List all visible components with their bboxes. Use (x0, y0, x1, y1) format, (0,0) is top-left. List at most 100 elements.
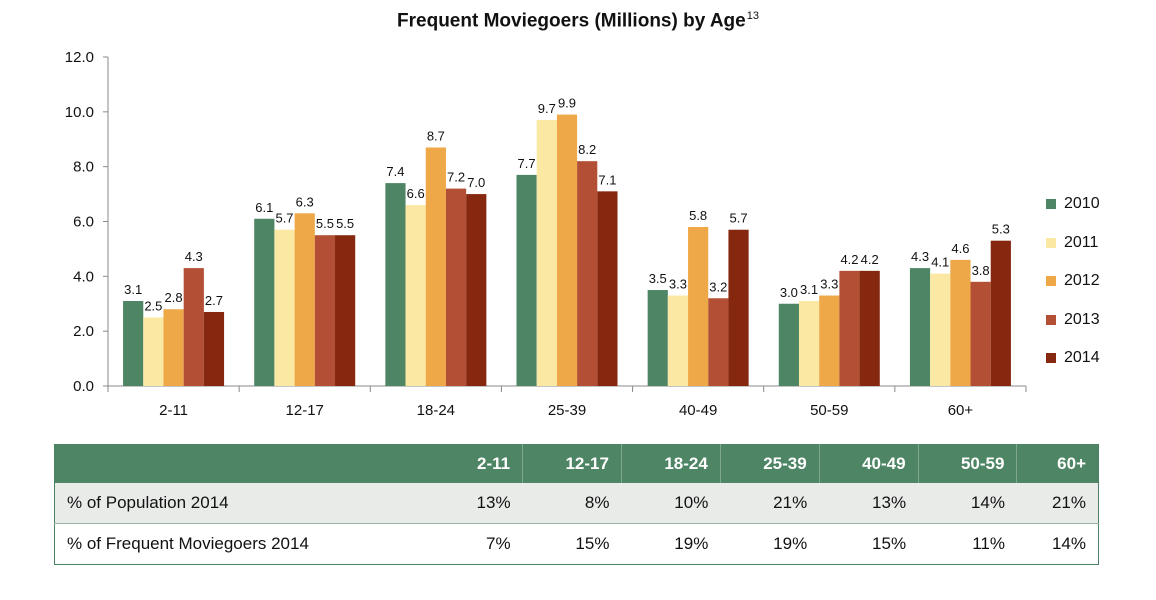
data-label: 3.5 (649, 271, 667, 286)
bar (778, 303, 799, 386)
legend-swatch (1046, 314, 1056, 325)
data-label: 4.1 (931, 255, 949, 270)
legend-item: 2011 (1046, 224, 1100, 263)
bar (597, 191, 618, 386)
data-label: 2.5 (144, 298, 162, 313)
data-label: 3.3 (820, 277, 838, 292)
y-tick-label: 2.0 (73, 323, 94, 340)
data-label: 5.5 (316, 216, 334, 231)
bar (203, 311, 225, 386)
bar (667, 295, 689, 386)
table-header-row: 2-11 12-17 18-24 25-39 40-49 50-59 60+ (54, 444, 1099, 483)
table-row-label: % of Frequent Moviegoers 2014 (54, 523, 442, 565)
bar (405, 205, 426, 386)
title-footnote: 13 (746, 10, 759, 22)
legend-label: 2012 (1064, 272, 1100, 290)
data-label: 5.7 (275, 211, 293, 226)
bar (708, 298, 729, 386)
bar (314, 235, 336, 386)
table-header-cell: 25-39 (720, 444, 820, 483)
x-tick-label: 40-49 (679, 402, 717, 419)
data-label: 4.3 (911, 249, 929, 264)
legend-item: 2013 (1046, 301, 1100, 340)
y-tick-label: 10.0 (65, 104, 94, 121)
table-cell: 15% (522, 523, 622, 565)
table-cell: 19% (720, 523, 820, 565)
table-row-label: % of Population 2014 (54, 483, 442, 524)
data-label: 7.2 (447, 170, 465, 185)
bar (970, 281, 991, 386)
data-label: 5.5 (336, 216, 354, 231)
bar (385, 183, 406, 386)
data-label: 2.8 (165, 290, 183, 305)
data-label: 9.7 (538, 101, 556, 116)
bar (577, 161, 598, 386)
legend-swatch (1046, 237, 1056, 248)
legend-item: 2012 (1046, 262, 1100, 301)
bar (930, 273, 951, 386)
table-cell: 15% (819, 523, 919, 565)
data-label: 3.1 (124, 282, 142, 297)
legend-item: 2010 (1046, 185, 1100, 224)
bar (859, 270, 880, 386)
table-cell: 13% (442, 483, 523, 524)
table-cell: 14% (918, 483, 1017, 524)
legend-item: 2014 (1046, 339, 1100, 378)
y-tick-label: 12.0 (65, 49, 94, 66)
data-label: 9.9 (558, 96, 576, 111)
table-header-cell: 50-59 (918, 444, 1018, 483)
data-label: 7.4 (386, 164, 404, 179)
bar (839, 270, 860, 386)
data-label: 3.8 (972, 263, 990, 278)
data-label: 6.6 (407, 186, 425, 201)
legend-swatch (1046, 199, 1056, 210)
x-tick-label: 25-39 (548, 402, 586, 419)
bar (163, 309, 184, 386)
chart-title: Frequent Moviegoers (Millions) by Age13 (397, 10, 759, 32)
bar (516, 174, 537, 386)
y-tick-label: 4.0 (73, 268, 94, 285)
table-row: % of Frequent Moviegoers 2014 7% 15% 19% 19%… (54, 523, 1099, 565)
data-label: 3.2 (709, 279, 727, 294)
bar (647, 290, 668, 386)
table-header-cell: 18-24 (621, 444, 721, 483)
bar (123, 301, 144, 386)
data-label: 4.3 (185, 249, 203, 264)
x-tick-label: 18-24 (417, 402, 455, 419)
bar (183, 268, 204, 386)
bar (819, 295, 840, 386)
table-row: % of Population 2014 13% 8% 10% 21% 13% 14% 21% (54, 483, 1099, 524)
bar (728, 229, 749, 386)
table-cell: 13% (819, 483, 919, 524)
data-label: 7.7 (518, 156, 536, 171)
table-cell: 11% (918, 523, 1017, 565)
bar (425, 147, 446, 386)
table-cell: 10% (621, 483, 721, 524)
bar (335, 235, 356, 386)
data-label: 4.2 (840, 252, 858, 267)
table-cell: 19% (621, 523, 721, 565)
x-tick-label: 12-17 (286, 402, 324, 419)
data-label: 4.2 (861, 252, 879, 267)
data-label: 6.3 (296, 194, 314, 209)
table-cell: 14% (1016, 523, 1099, 565)
x-tick-label: 2-11 (159, 402, 188, 419)
table-header-cell: 12-17 (522, 444, 622, 483)
bar (274, 229, 295, 386)
data-label: 7.0 (467, 175, 485, 190)
data-label: 5.7 (730, 211, 748, 226)
data-label: 3.3 (669, 277, 687, 292)
legend-label: 2013 (1064, 310, 1100, 328)
data-label: 2.7 (205, 293, 223, 308)
bar (688, 226, 709, 386)
bar (556, 114, 578, 386)
bar (798, 301, 820, 386)
bar (254, 218, 275, 386)
data-label: 8.7 (427, 128, 445, 143)
data-label: 5.8 (689, 208, 707, 223)
bar-chart: 0.02.04.06.08.010.012.02-113.12.52.84.32… (65, 49, 1027, 419)
table-header-cell: 40-49 (819, 444, 919, 483)
bar (294, 213, 315, 386)
table-header-corner (54, 444, 442, 483)
legend-swatch (1046, 353, 1056, 364)
